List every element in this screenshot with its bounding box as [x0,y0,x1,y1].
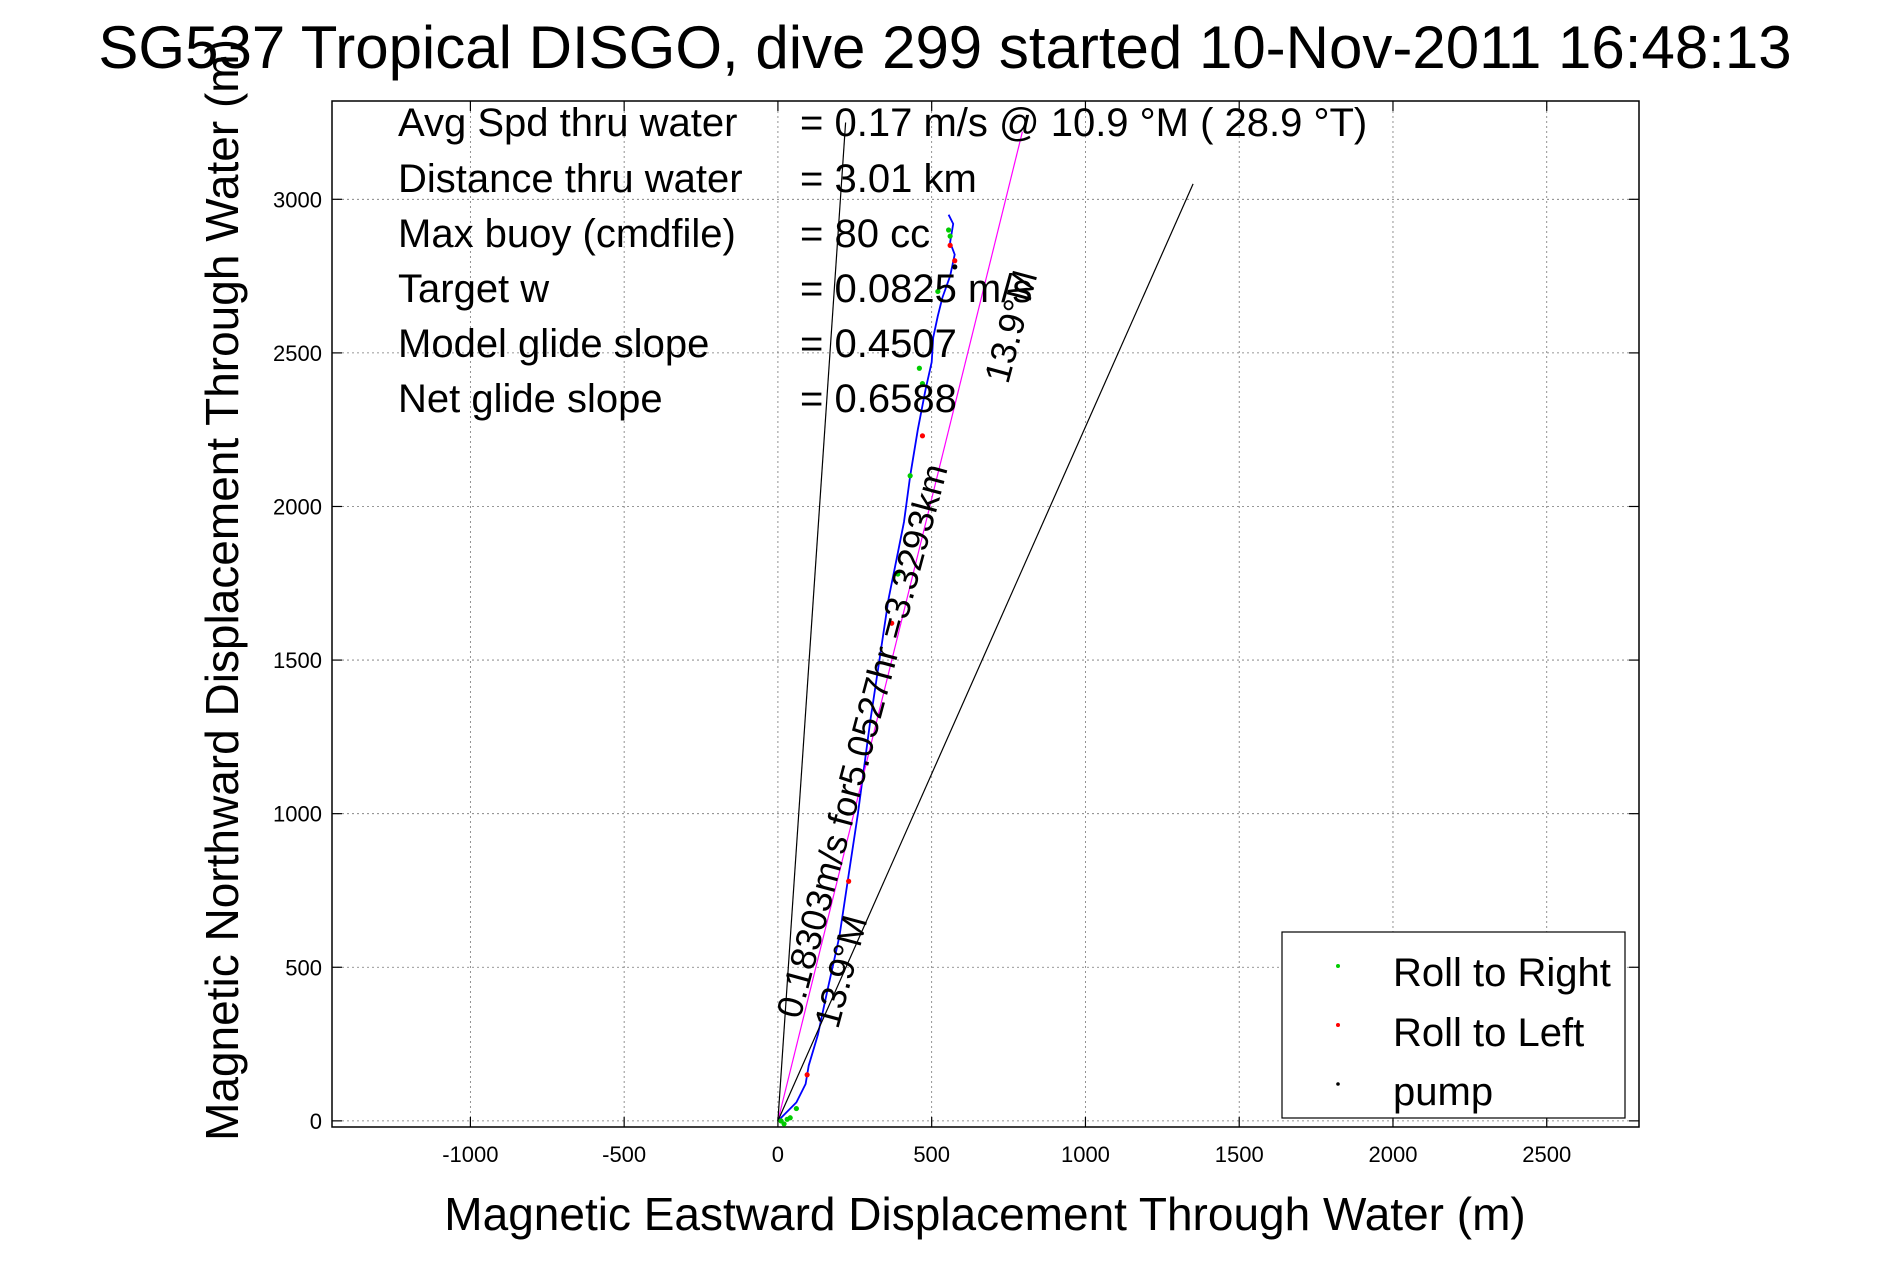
marker-roll-to-left [947,242,953,248]
info-label-avg-spd: Avg Spd thru water [398,101,737,145]
info-label-target-w: Target w [398,267,549,311]
info-value-net-glide: = 0.6588 [800,377,957,421]
info-label-distance: Distance thru water [398,157,743,201]
y-axis-label: Magnetic Northward Displacement Through … [196,39,248,1141]
series-line-bound-line-left [777,122,847,1121]
info-value-avg-spd: = 0.17 m/s @ 10.9 °M ( 28.9 °T) [800,101,1367,145]
legend-marker-roll-left [1336,1023,1340,1027]
marker-roll-to-left [952,258,958,264]
info-value-model-glide: = 0.4507 [800,322,957,366]
marker-roll-to-left [846,878,852,884]
y-tick-label: 2500 [273,341,322,366]
x-ticks: -1000 -500 0 500 1000 1500 2000 2500 [442,101,1571,1167]
x-tick-label: 1500 [1215,1142,1264,1167]
info-label-net-glide: Net glide slope [398,377,663,421]
x-tick-label: 1000 [1061,1142,1110,1167]
legend-label-roll-right: Roll to Right [1393,951,1611,995]
marker-roll-to-right [947,233,953,239]
plot-area: -1000 -500 0 500 1000 1500 2000 2500 0 500 1000 15… [273,100,1640,1167]
x-tick-label: 2500 [1522,1142,1571,1167]
x-tick-label: -500 [602,1142,646,1167]
legend: Roll to Right Roll to Left pump [1281,931,1626,1119]
marker-pump [952,264,958,270]
marker-roll-to-left [919,433,926,439]
info-value-target-w: = 0.0825 m/s [800,267,1032,311]
marker-roll-to-right [916,365,922,371]
y-tick-label: 1000 [273,802,322,827]
legend-label-roll-left: Roll to Left [1393,1011,1584,1055]
legend-marker-roll-right [1336,964,1340,968]
info-panel: Avg Spd thru water = 0.17 m/s @ 10.9 °M … [398,101,1367,421]
series-layer [777,122,1194,1122]
chart-title: SG537 Tropical DISGO, dive 299 started 1… [98,14,1791,81]
marker-roll-to-right [935,288,941,295]
marker-roll-to-left [804,1072,810,1078]
x-tick-label: 0 [772,1142,784,1167]
y-tick-label: 1500 [273,648,322,673]
marker-layer [778,227,958,1127]
y-tick-label: 2000 [273,494,322,519]
marker-roll-to-right [793,1105,799,1112]
legend-marker-pump [1336,1082,1340,1086]
marker-roll-to-right [907,473,913,479]
info-value-distance: = 3.01 km [800,157,977,201]
marker-roll-to-right [781,1121,787,1127]
marker-roll-to-right [919,381,926,387]
marker-roll-to-right [945,227,952,233]
info-label-model-glide: Model glide slope [398,322,709,366]
legend-label-pump: pump [1393,1070,1493,1114]
series-line-heading-line [777,131,1023,1122]
y-tick-label: 500 [285,955,322,980]
y-tick-label: 0 [310,1109,322,1134]
series-line-dive-track [777,214,956,1122]
marker-roll-to-left [889,620,895,626]
marker-roll-to-right [895,571,901,577]
marker-roll-to-right [787,1115,793,1121]
info-label-max-buoy: Max buoy (cmdfile) [398,212,736,256]
info-value-max-buoy: = 80 cc [800,212,930,256]
x-tick-label: 500 [913,1142,950,1167]
y-tick-label: 3000 [273,187,322,212]
y-ticks: 0 500 1000 1500 2000 2500 3000 [273,187,1639,1134]
x-axis-label: Magnetic Eastward Displacement Through W… [444,1188,1525,1240]
series-line-bound-line-right [777,183,1194,1122]
x-tick-label: -1000 [442,1142,498,1167]
x-tick-label: 2000 [1368,1142,1417,1167]
